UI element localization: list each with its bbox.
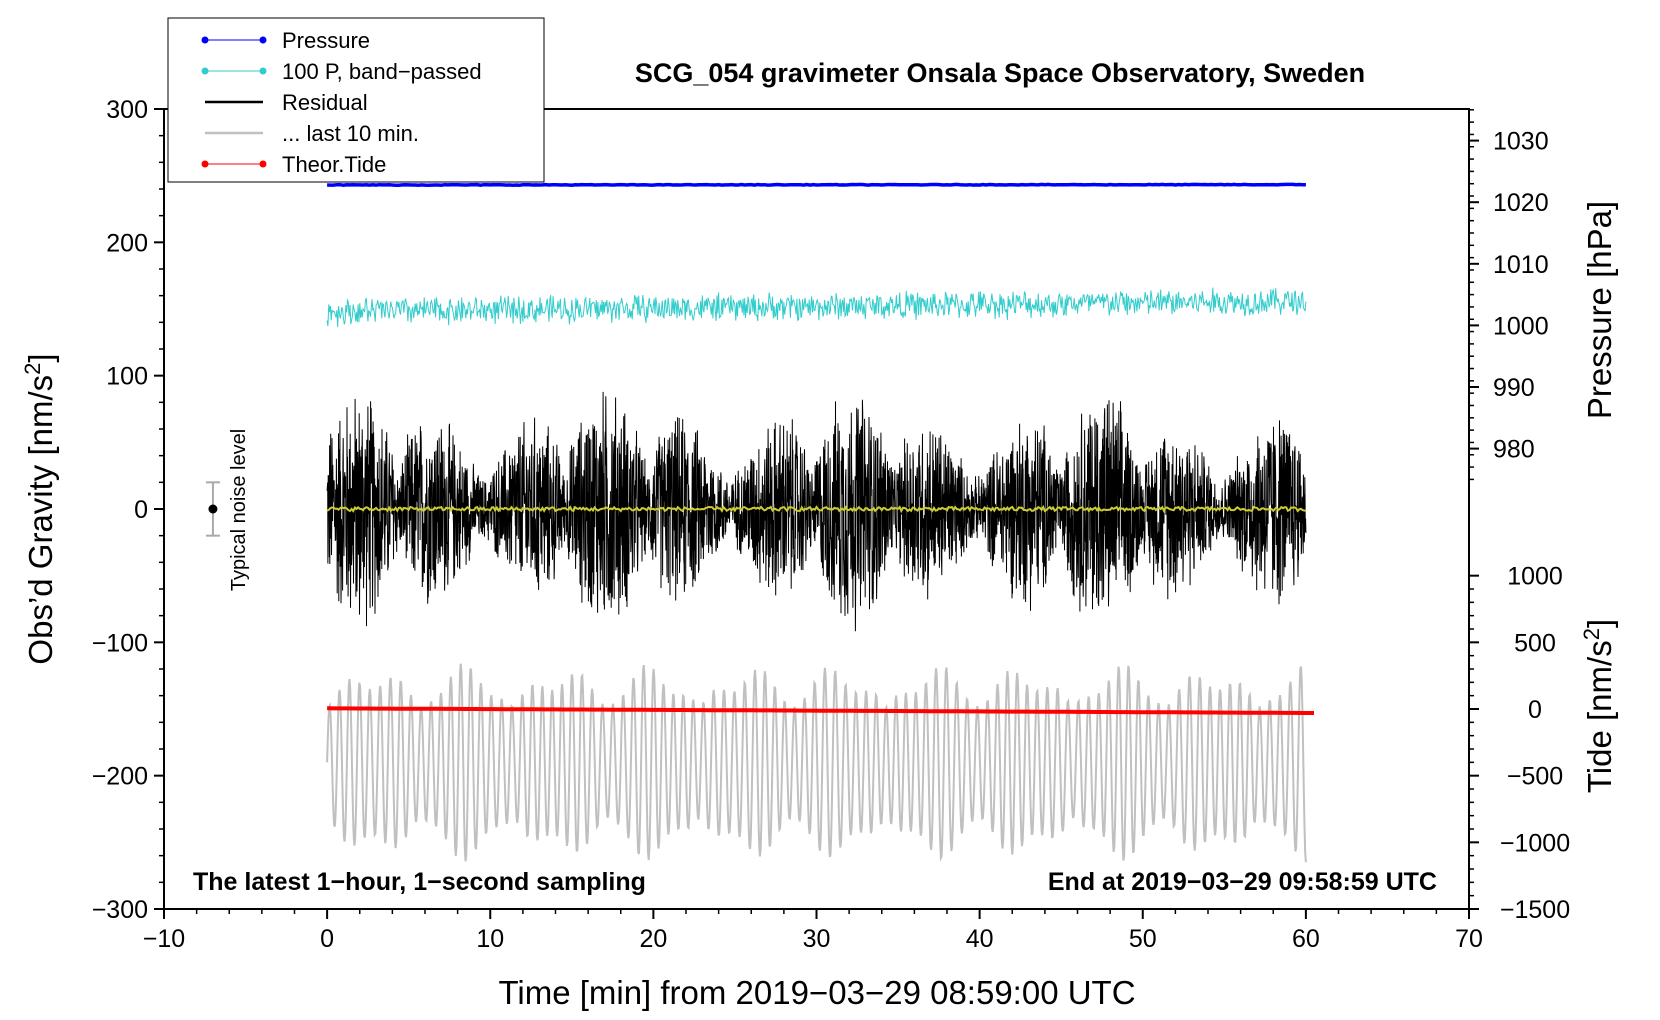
y-tide-tick-label: 500 <box>1514 629 1556 657</box>
annotation-bottom-left: The latest 1−hour, 1−second sampling <box>193 868 646 896</box>
legend-swatch-marker <box>259 67 267 75</box>
y-left-tick-label: 100 <box>106 363 148 391</box>
y-tide-tick-label: −1500 <box>1500 896 1570 924</box>
legend-label: Pressure <box>282 28 370 53</box>
y-axis-left-title: Obs’d Gravity [nm/s2] <box>20 353 60 664</box>
axes-layer: −10 0 10 20 30 40 50 60 703002001000−100−200−300… <box>92 96 1570 953</box>
y-axis-right-tide-title: Tide [nm/s2] <box>1579 619 1619 793</box>
x-tick-label: 20 <box>639 925 667 953</box>
y-axis-right-tide-title-sup: 2 <box>1579 628 1604 640</box>
y-axis-right-pressure-title: Pressure [hPa] <box>1581 201 1618 419</box>
series-theor-tide <box>327 706 1314 715</box>
y-tide-tick-label: −1000 <box>1500 829 1570 857</box>
legend-label: ... last 10 min. <box>282 121 419 146</box>
series-layer <box>326 182 1314 863</box>
y-left-tick-label: −300 <box>92 896 148 924</box>
y-axis-right-tide-title-end: ] <box>1581 619 1618 628</box>
legend-swatch-marker <box>259 160 267 168</box>
legend-label: Theor.Tide <box>282 152 386 177</box>
legend-swatch-marker <box>201 67 209 75</box>
y-axis-left-title-end: ] <box>22 353 59 362</box>
y-left-tick-label: 0 <box>134 496 148 524</box>
y-tide-tick-label: 1000 <box>1507 563 1563 591</box>
y-pressure-tick-label: 980 <box>1493 436 1535 464</box>
y-pressure-tick-label: 1000 <box>1493 312 1549 340</box>
y-axis-left-title-main: Obs’d Gravity [nm/s <box>22 375 59 665</box>
chart-title: SCG_054 gravimeter Onsala Space Observat… <box>635 58 1365 88</box>
y-left-tick-label: 200 <box>106 229 148 257</box>
series-band-passed <box>326 287 1307 328</box>
x-tick-label: 60 <box>1292 925 1320 953</box>
legend-swatch-marker <box>201 160 209 168</box>
y-pressure-tick-label: 1020 <box>1493 189 1549 217</box>
legend-swatch-marker <box>259 36 267 44</box>
annotation-bottom-right: End at 2019−03−29 09:58:59 UTC <box>1048 868 1437 896</box>
x-tick-label: 10 <box>476 925 504 953</box>
legend-items: Pressure 100 P, band−passed Residual ... la… <box>201 28 482 177</box>
noise-label: Typical noise level <box>228 429 250 591</box>
series-pressure <box>327 182 1306 187</box>
noise-indicator: Typical noise level <box>205 429 250 591</box>
x-tick-label: 30 <box>803 925 831 953</box>
y-left-tick-label: −200 <box>92 763 148 791</box>
legend-label: 100 P, band−passed <box>282 59 482 84</box>
noise-point <box>208 504 218 514</box>
series-residual <box>326 391 1307 632</box>
y-pressure-tick-label: 990 <box>1493 374 1535 402</box>
y-left-tick-label: −100 <box>92 629 148 657</box>
y-left-tick-label: 300 <box>106 96 148 124</box>
legend-label: Residual <box>282 90 368 115</box>
y-pressure-tick-label: 1010 <box>1493 251 1549 279</box>
x-axis-title: Time [min] from 2019−03−29 08:59:00 UTC <box>498 974 1135 1011</box>
legend-box <box>167 17 545 183</box>
legend: Pressure 100 P, band−passed Residual ... la… <box>167 17 545 183</box>
x-tick-label: 70 <box>1455 925 1483 953</box>
y-axis-left-title-sup: 2 <box>20 363 45 375</box>
x-tick-label: 40 <box>966 925 994 953</box>
y-tide-tick-label: −500 <box>1507 763 1563 791</box>
legend-swatch-marker <box>201 36 209 44</box>
series-mean <box>326 504 1307 514</box>
y-pressure-tick-label: 1030 <box>1493 128 1549 156</box>
x-tick-label: 0 <box>320 925 334 953</box>
x-tick-label: −10 <box>143 925 185 953</box>
y-tide-tick-label: 0 <box>1528 696 1542 724</box>
y-axis-right-tide-title-main: Tide [nm/s <box>1581 640 1618 793</box>
x-tick-label: 50 <box>1129 925 1157 953</box>
